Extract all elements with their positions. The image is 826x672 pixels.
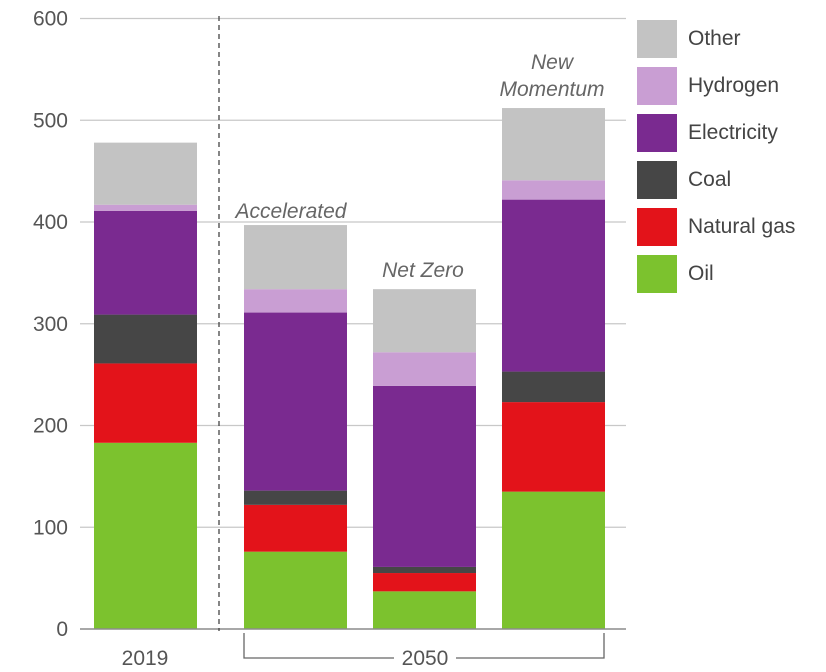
- bar-segment: [502, 402, 605, 492]
- legend-label: Oil: [688, 262, 714, 285]
- bar-segment: [244, 289, 347, 313]
- y-tick-label: 600: [33, 8, 68, 31]
- y-axis-tick-labels: 0 100 200 300 400 500 600: [33, 8, 68, 642]
- bar-annotation: Net Zero: [382, 259, 464, 282]
- bar-segment: [373, 566, 476, 574]
- y-tick-label: 500: [33, 109, 68, 132]
- bar-segment: [94, 442, 197, 629]
- legend-label: Other: [688, 27, 741, 50]
- bar-segment: [502, 180, 605, 200]
- bar-segment: [244, 312, 347, 491]
- y-tick-label: 0: [56, 618, 68, 641]
- bar-segment: [244, 490, 347, 505]
- bar-segment: [502, 371, 605, 403]
- legend-label: Coal: [688, 168, 732, 191]
- bar-segment: [373, 385, 476, 567]
- bar-segment: [244, 225, 347, 290]
- x-label-2019: 2019: [122, 647, 169, 670]
- bar-segment: [373, 573, 476, 592]
- y-tick-label: 200: [33, 415, 68, 438]
- bar-segment: [94, 142, 197, 205]
- bar-segment: [244, 551, 347, 629]
- legend-swatch: [637, 114, 677, 152]
- legend-swatch: [637, 208, 677, 246]
- y-tick-label: 100: [33, 516, 68, 539]
- legend-swatch: [637, 67, 677, 105]
- legend-label: Natural gas: [688, 215, 796, 238]
- bar-segment: [94, 210, 197, 315]
- x-label-2050: 2050: [402, 647, 449, 670]
- bar-segment: [373, 352, 476, 386]
- bar-annotations: Accelerated Net Zero New Momentum: [234, 51, 605, 282]
- y-tick-label: 300: [33, 313, 68, 336]
- legend-swatch: [637, 161, 677, 199]
- bars: [94, 108, 605, 629]
- bar-annotation: New Momentum: [499, 51, 604, 101]
- legend-label: Hydrogen: [688, 74, 780, 97]
- bar-segment: [502, 491, 605, 629]
- bar-segment: [373, 289, 476, 353]
- x-group-bracket: [243, 633, 605, 659]
- bar-segment: [244, 504, 347, 552]
- bar-segment: [373, 591, 476, 629]
- legend-swatch: [637, 255, 677, 293]
- y-tick-label: 400: [33, 211, 68, 234]
- bar-annotation: Accelerated: [234, 200, 348, 223]
- bar-segment: [94, 204, 197, 211]
- legend-swatch: [637, 20, 677, 58]
- legend-label: Electricity: [688, 121, 778, 144]
- bar-segment: [502, 108, 605, 181]
- bar-segment: [94, 363, 197, 443]
- bar-segment: [94, 314, 197, 364]
- bar-segment: [502, 199, 605, 372]
